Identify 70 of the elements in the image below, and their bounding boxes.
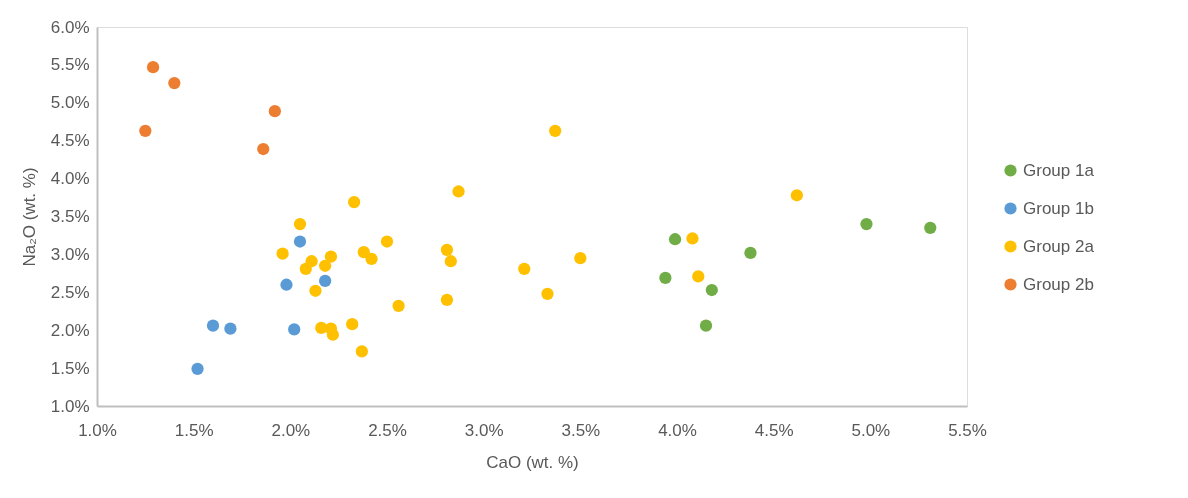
point bbox=[392, 299, 405, 313]
y-tick-label: 5.0% bbox=[50, 93, 90, 113]
y-axis-title: Na₂O (wt. %) bbox=[19, 167, 39, 267]
point bbox=[365, 252, 378, 266]
point bbox=[146, 61, 160, 74]
point bbox=[574, 252, 587, 265]
point bbox=[380, 235, 394, 248]
x-tick-label: 1.5% bbox=[174, 420, 214, 440]
point bbox=[257, 142, 270, 156]
y-tick-label: 1.5% bbox=[50, 358, 90, 378]
point bbox=[541, 287, 554, 300]
point bbox=[686, 232, 699, 245]
point bbox=[518, 262, 531, 275]
x-tick-label: 2.0% bbox=[271, 420, 311, 440]
x-tick-label: 4.0% bbox=[658, 420, 697, 440]
y-tick-label: 3.5% bbox=[50, 207, 90, 226]
x-axis-title: CaO (wt. %) bbox=[486, 452, 579, 472]
point bbox=[276, 247, 289, 260]
point bbox=[744, 246, 757, 259]
point bbox=[699, 319, 713, 332]
point bbox=[705, 283, 718, 297]
point bbox=[288, 323, 301, 336]
y-tick-label: 2.0% bbox=[50, 320, 90, 340]
point bbox=[549, 124, 562, 137]
y-tick-label: 1.0% bbox=[50, 396, 90, 416]
point bbox=[224, 322, 237, 335]
y-tick-label: 4.5% bbox=[50, 131, 90, 151]
point bbox=[324, 250, 338, 263]
x-tick-label: 5.0% bbox=[851, 420, 891, 440]
y-tick-label: 4.0% bbox=[50, 169, 90, 189]
point bbox=[309, 284, 322, 297]
point bbox=[293, 217, 307, 231]
x-tick-label: 5.5% bbox=[948, 420, 987, 440]
legend-label: Group 1a bbox=[1023, 160, 1095, 180]
point bbox=[452, 185, 465, 198]
y-tick-label: 3.0% bbox=[50, 244, 90, 264]
point bbox=[924, 221, 937, 234]
point bbox=[790, 189, 803, 202]
x-tick-label: 3.0% bbox=[464, 420, 504, 440]
point bbox=[440, 293, 454, 306]
point bbox=[668, 233, 682, 246]
point bbox=[293, 235, 307, 248]
y-tick-label: 2.5% bbox=[50, 282, 90, 302]
point bbox=[659, 271, 672, 285]
point bbox=[348, 195, 361, 209]
x-tick-label: 2.5% bbox=[368, 420, 407, 440]
point bbox=[357, 246, 370, 259]
point bbox=[268, 105, 281, 118]
point bbox=[280, 278, 293, 291]
point bbox=[191, 362, 204, 375]
x-tick-label: 4.5% bbox=[754, 420, 794, 440]
point bbox=[206, 319, 220, 332]
legend-label: Group 2b bbox=[1023, 274, 1094, 294]
point bbox=[444, 255, 457, 268]
point bbox=[319, 274, 332, 288]
legend-label: Group 1b bbox=[1023, 198, 1094, 218]
point bbox=[319, 259, 332, 272]
x-tick-label: 3.5% bbox=[561, 420, 601, 440]
point bbox=[346, 318, 359, 331]
point bbox=[440, 243, 454, 256]
point bbox=[860, 217, 873, 231]
y-tick-label: 6.0% bbox=[50, 17, 90, 37]
point bbox=[139, 124, 152, 137]
point bbox=[168, 76, 181, 90]
point bbox=[355, 345, 368, 358]
legend-label: Group 2a bbox=[1023, 236, 1095, 256]
point bbox=[299, 262, 312, 275]
x-tick-label: 1.0% bbox=[78, 420, 117, 440]
point bbox=[692, 270, 705, 283]
y-tick-label: 5.5% bbox=[50, 55, 90, 75]
